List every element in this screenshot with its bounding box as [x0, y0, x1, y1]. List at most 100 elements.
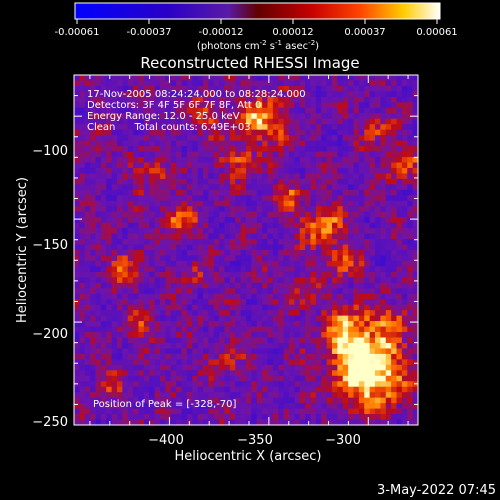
- heatmap-cell: [127, 151, 134, 158]
- heatmap-cell: [305, 75, 311, 81]
- heatmap-cell: [289, 304, 295, 311]
- heatmap-cell: [84, 124, 91, 131]
- colorbar-tick-label-5: 0.00061: [416, 27, 457, 38]
- heatmap-cell: [353, 353, 360, 360]
- heatmap-cell: [192, 140, 199, 147]
- heatmap-cell: [197, 315, 204, 322]
- heatmap-cell: [337, 419, 344, 425]
- heatmap-cell: [332, 315, 338, 322]
- heatmap-cell: [95, 397, 102, 404]
- heatmap-cell: [84, 129, 91, 136]
- heatmap-cell: [342, 299, 349, 306]
- heatmap-cell: [208, 381, 215, 388]
- heatmap-cell: [117, 375, 123, 382]
- heatmap-cell: [278, 310, 285, 317]
- heatmap-cell: [95, 332, 102, 338]
- heatmap-cell: [165, 206, 172, 213]
- heatmap-cell: [396, 184, 403, 191]
- heatmap-cell: [117, 107, 123, 114]
- heatmap-cell: [407, 178, 414, 185]
- heatmap-cell: [289, 217, 295, 224]
- heatmap-cell: [192, 332, 199, 338]
- heatmap-cell: [289, 337, 295, 344]
- heatmap-cell: [305, 282, 311, 289]
- heatmap-cell: [278, 91, 285, 98]
- heatmap-cell: [117, 353, 123, 360]
- heatmap-cell: [219, 359, 225, 366]
- heatmap-cell: [294, 107, 301, 114]
- heatmap-cell: [192, 244, 199, 251]
- heatmap-cell: [106, 370, 113, 377]
- heatmap-cell: [203, 315, 209, 322]
- heatmap-cell: [412, 80, 418, 87]
- heatmap-cell: [401, 255, 408, 262]
- heatmap-cell: [165, 96, 172, 103]
- heatmap-cell: [246, 392, 252, 399]
- heatmap-cell: [127, 403, 134, 409]
- heatmap-cell: [90, 310, 96, 317]
- heatmap-cell: [186, 288, 193, 295]
- heatmap-cell: [117, 293, 123, 300]
- heatmap-cell: [369, 189, 376, 196]
- heatmap-cell: [412, 75, 418, 81]
- heatmap-cell: [251, 129, 258, 136]
- heatmap-cell: [278, 403, 285, 409]
- heatmap-cell: [401, 381, 408, 388]
- heatmap-cell: [224, 107, 231, 114]
- heatmap-cell: [100, 304, 107, 311]
- heatmap-cell: [224, 386, 231, 393]
- heatmap-cell: [391, 326, 397, 333]
- heatmap-cell: [154, 184, 161, 191]
- heatmap-cell: [267, 255, 274, 262]
- heatmap-cell: [401, 419, 408, 425]
- heatmap-cell: [203, 189, 209, 196]
- heatmap-cell: [305, 151, 311, 158]
- heatmap-cell: [315, 315, 322, 322]
- heatmap-cell: [391, 386, 397, 393]
- heatmap-cell: [192, 129, 199, 136]
- heatmap-cell: [348, 370, 354, 377]
- heatmap-cell: [122, 255, 129, 262]
- heatmap-cell: [74, 310, 80, 317]
- heatmap-cell: [143, 75, 150, 81]
- heatmap-cell: [181, 113, 188, 120]
- heatmap-cell: [95, 392, 102, 399]
- heatmap-cell: [299, 381, 306, 388]
- heatmap-cell: [127, 321, 134, 327]
- heatmap-cell: [310, 233, 317, 240]
- heatmap-cell: [181, 135, 188, 142]
- heatmap-cell: [305, 370, 311, 377]
- heatmap-cell: [74, 118, 80, 125]
- heatmap-cell: [380, 85, 387, 92]
- heatmap-cell: [74, 217, 80, 224]
- heatmap-cell: [348, 353, 354, 360]
- heatmap-cell: [197, 364, 204, 371]
- heatmap-cell: [364, 348, 371, 355]
- heatmap-cell: [74, 233, 80, 240]
- heatmap-cell: [240, 222, 247, 229]
- heatmap-cell: [385, 184, 392, 191]
- heatmap-cell: [353, 342, 360, 349]
- heatmap-cell: [369, 255, 376, 262]
- heatmap-cell: [117, 211, 123, 218]
- heatmap-cell: [364, 419, 371, 425]
- heatmap-cell: [203, 113, 209, 120]
- heatmap-cell: [391, 392, 397, 399]
- heatmap-cell: [154, 239, 161, 245]
- heatmap-cell: [149, 375, 156, 382]
- heatmap-cell: [326, 359, 333, 366]
- heatmap-cell: [278, 228, 285, 234]
- heatmap-cell: [160, 107, 166, 114]
- heatmap-cell: [133, 222, 139, 229]
- heatmap-cell: [224, 222, 231, 229]
- heatmap-cell: [332, 397, 338, 404]
- heatmap-cell: [197, 359, 204, 366]
- heatmap-cell: [337, 85, 344, 92]
- heatmap-cell: [315, 107, 322, 114]
- heatmap-cell: [407, 124, 414, 131]
- heatmap-cell: [100, 370, 107, 377]
- heatmap-cell: [337, 293, 344, 300]
- heatmap-cell: [278, 80, 285, 87]
- heatmap-cell: [176, 419, 182, 425]
- heatmap-cell: [375, 107, 381, 114]
